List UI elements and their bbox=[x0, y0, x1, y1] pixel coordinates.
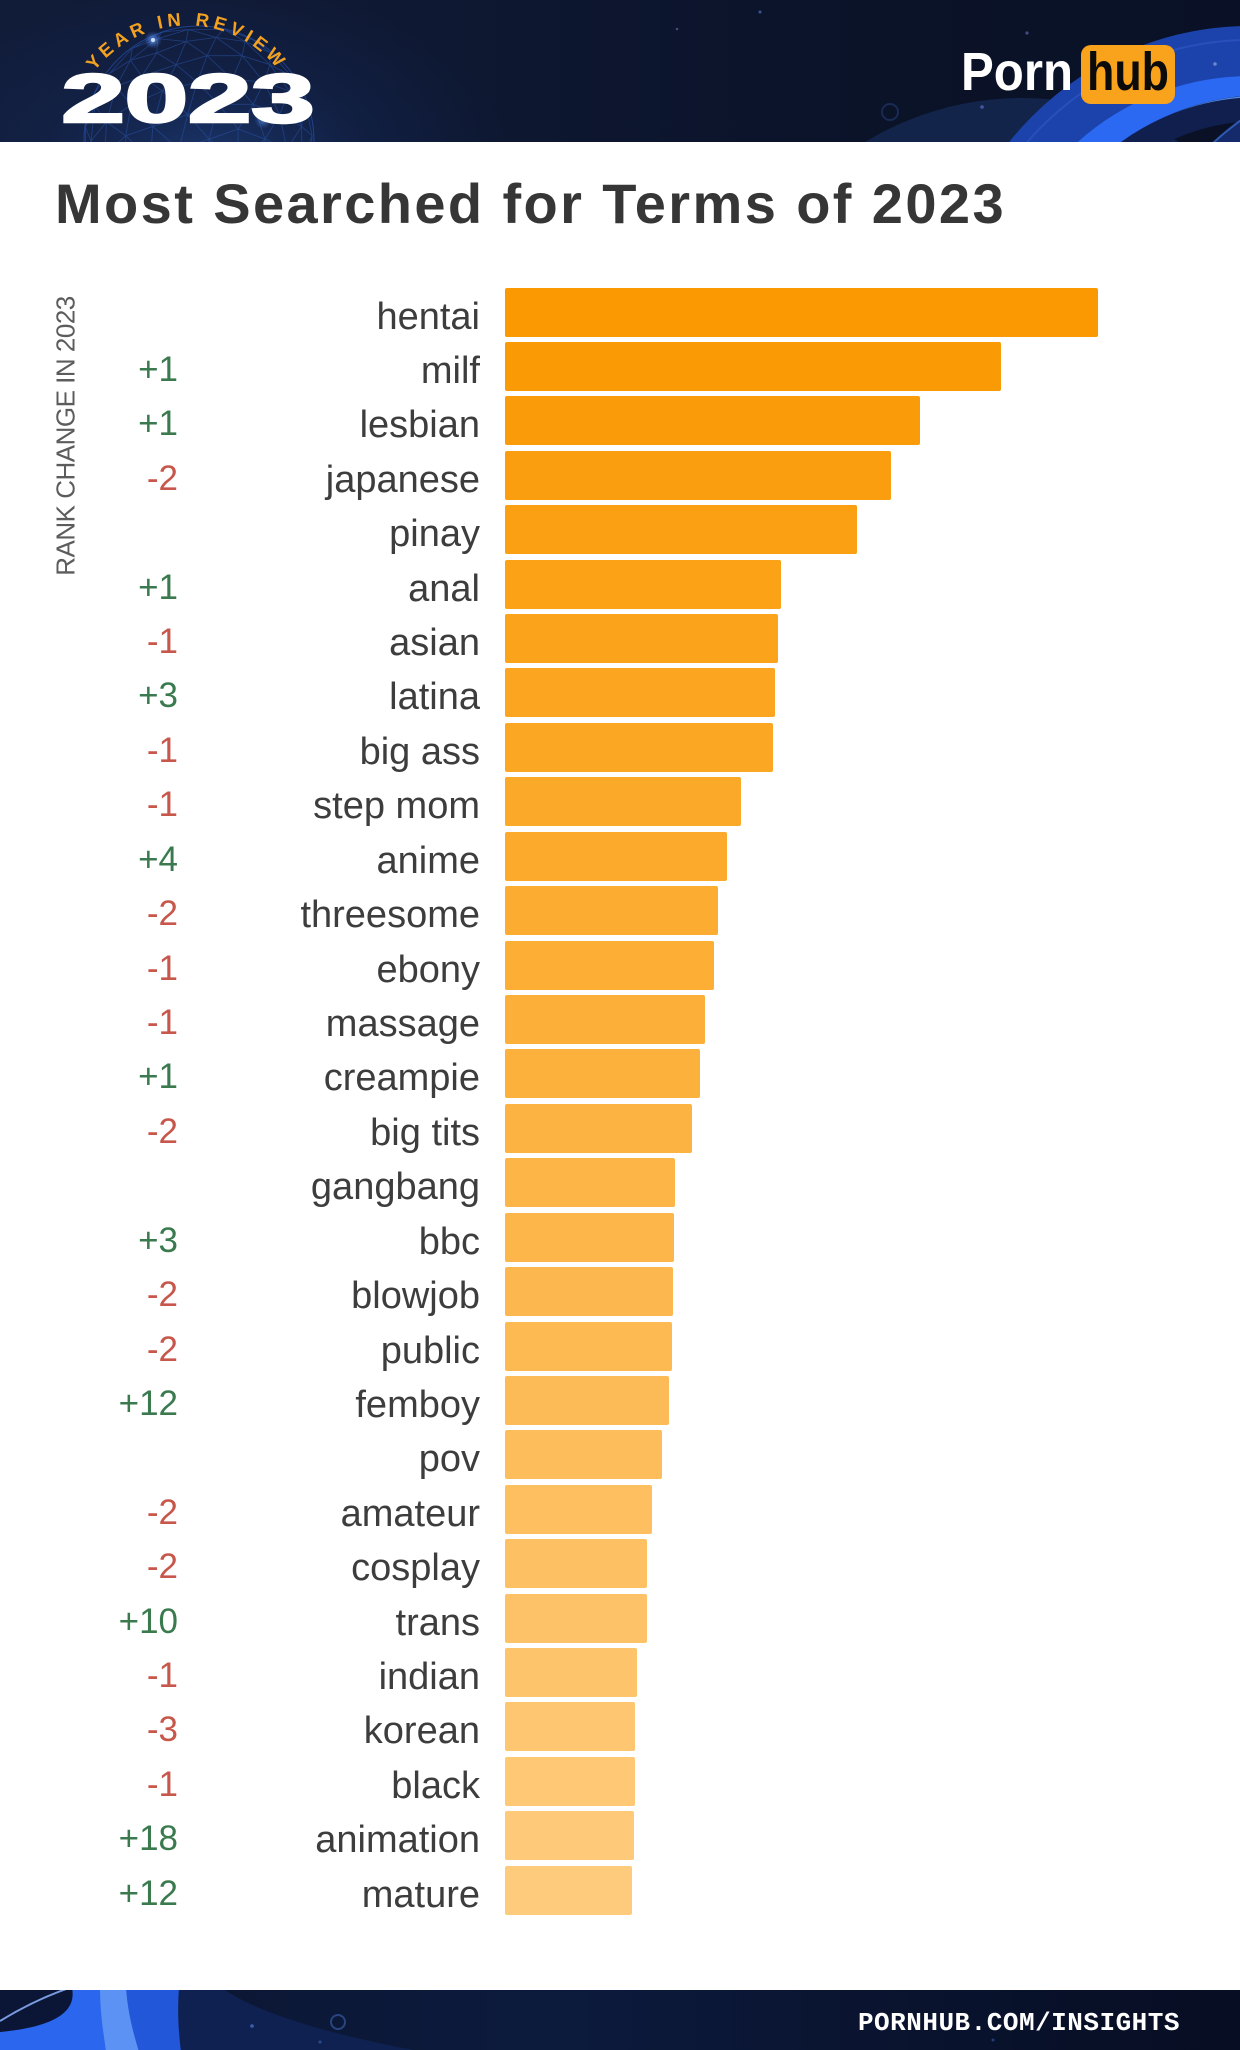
svg-text:hub: hub bbox=[1087, 42, 1169, 102]
svg-text:2023: 2023 bbox=[62, 60, 315, 137]
svg-text:PORNHUB.COM/INSIGHTS: PORNHUB.COM/INSIGHTS bbox=[858, 2008, 1180, 2038]
svg-text:Porn: Porn bbox=[961, 42, 1073, 102]
